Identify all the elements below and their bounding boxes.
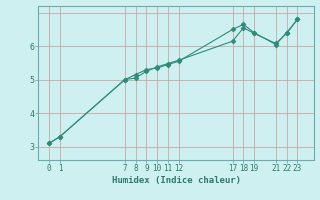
X-axis label: Humidex (Indice chaleur): Humidex (Indice chaleur) [111, 176, 241, 185]
